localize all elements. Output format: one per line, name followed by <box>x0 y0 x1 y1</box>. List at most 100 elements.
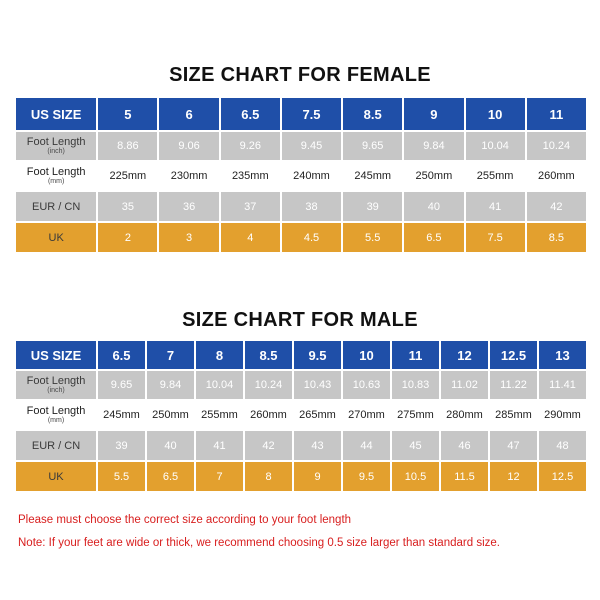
female-foot-mm-cell: 255mm <box>465 162 525 190</box>
male-us-cell: 6.5 <box>98 341 145 369</box>
male-uk-cell: 10.5 <box>392 462 439 491</box>
female-foot-inch-header: Foot Length (inch) <box>16 132 97 160</box>
male-foot-mm-cell: 280mm <box>441 401 488 429</box>
female-uk-cell: 3 <box>159 223 219 252</box>
female-us-cell: 8.5 <box>343 98 403 130</box>
female-eur-cell: 38 <box>281 192 342 221</box>
female-eur-row: EUR / CN 35 36 37 38 39 40 41 42 <box>16 192 586 221</box>
female-us-cell: 9 <box>404 98 464 130</box>
male-foot-mm-cell: 290mm <box>539 401 586 429</box>
male-uk-cell: 7 <box>196 462 243 491</box>
male-eur-header: EUR / CN <box>16 431 96 460</box>
male-foot-inch-row: Foot Length (inch) 9.65 9.84 10.04 10.24 10.… <box>16 371 586 399</box>
female-foot-mm-header: Foot Length (mm) <box>16 162 97 190</box>
male-foot-in-cell: 11.22 <box>490 371 537 399</box>
female-uk-cell: 4 <box>220 223 280 252</box>
female-foot-in-cell: 9.26 <box>220 132 280 160</box>
male-us-cell: 11 <box>392 341 439 369</box>
female-size-table: US SIZE 5 6 6.5 7.5 8.5 9 10 11 Foot Length (in… <box>14 96 588 254</box>
female-foot-in-cell: 9.84 <box>404 132 464 160</box>
female-foot-inch-label: Foot Length <box>26 136 86 148</box>
male-uk-cell: 12 <box>490 462 537 491</box>
male-foot-in-cell: 10.63 <box>343 371 390 399</box>
female-us-cell: 6.5 <box>220 98 280 130</box>
male-us-cell: 10 <box>343 341 390 369</box>
male-us-cell: 13 <box>539 341 586 369</box>
male-eur-cell: 45 <box>392 431 439 460</box>
male-uk-cell: 9 <box>294 462 341 491</box>
male-foot-mm-cell: 285mm <box>490 401 537 429</box>
female-foot-inch-row: Foot Length (inch) 8.86 9.06 9.26 9.45 9.65 9… <box>16 132 586 160</box>
male-eur-cell: 39 <box>98 431 145 460</box>
female-foot-mm-cell: 260mm <box>526 162 586 190</box>
female-foot-mm-cell: 225mm <box>98 162 158 190</box>
male-foot-in-cell: 9.65 <box>98 371 145 399</box>
female-foot-mm-cell: 250mm <box>404 162 464 190</box>
male-uk-cell: 8 <box>245 462 292 491</box>
male-foot-mm-cell: 260mm <box>245 401 292 429</box>
male-eur-row: EUR / CN 39 40 41 42 43 44 45 46 47 48 <box>16 431 586 460</box>
male-us-cell: 12 <box>441 341 488 369</box>
male-chart-title: SIZE CHART FOR MALE <box>182 309 418 331</box>
female-eur-cell: 42 <box>526 192 586 221</box>
female-chart-title: SIZE CHART FOR FEMALE <box>169 64 431 86</box>
male-foot-mm-label: Foot Length <box>26 405 86 417</box>
female-foot-in-cell: 9.45 <box>281 132 342 160</box>
male-us-cell: 12.5 <box>490 341 537 369</box>
female-foot-in-cell: 9.06 <box>159 132 219 160</box>
female-us-cell: 10 <box>465 98 525 130</box>
male-eur-cell: 44 <box>343 431 390 460</box>
male-eur-cell: 46 <box>441 431 488 460</box>
male-foot-in-cell: 10.04 <box>196 371 243 399</box>
female-uk-cell: 5.5 <box>343 223 403 252</box>
male-us-cell: 8.5 <box>245 341 292 369</box>
male-size-table: US SIZE 6.5 7 8 8.5 9.5 10 11 12 12.5 13 Foot Len… <box>14 339 588 493</box>
male-eur-cell: 42 <box>245 431 292 460</box>
female-us-cell: 11 <box>526 98 586 130</box>
male-foot-mm-cell: 265mm <box>294 401 341 429</box>
male-eur-cell: 47 <box>490 431 537 460</box>
female-uk-row: UK 2 3 4 4.5 5.5 6.5 7.5 8.5 <box>16 223 586 252</box>
male-foot-mm-cell: 245mm <box>98 401 145 429</box>
male-eur-cell: 43 <box>294 431 341 460</box>
female-uk-cell: 8.5 <box>526 223 586 252</box>
male-us-cell: 7 <box>147 341 194 369</box>
female-uk-header: UK <box>16 223 97 252</box>
female-uk-cell: 4.5 <box>281 223 342 252</box>
male-foot-inch-label: Foot Length <box>26 375 86 387</box>
male-foot-inch-unit: (inch) <box>47 387 65 394</box>
male-foot-mm-cell: 270mm <box>343 401 390 429</box>
male-foot-mm-cell: 250mm <box>147 401 194 429</box>
wide-feet-note: Note: If your feet are wide or thick, we… <box>18 537 500 549</box>
female-foot-inch-unit: (inch) <box>47 148 65 155</box>
male-foot-mm-cell: 255mm <box>196 401 243 429</box>
male-us-cell: 8 <box>196 341 243 369</box>
male-foot-in-cell: 11.41 <box>539 371 586 399</box>
male-foot-in-cell: 11.02 <box>441 371 488 399</box>
male-foot-mm-unit: (mm) <box>47 417 65 424</box>
male-foot-in-cell: 9.84 <box>147 371 194 399</box>
female-foot-mm-row: Foot Length (mm) 225mm 230mm 235mm 240mm 245… <box>16 162 586 190</box>
male-uk-cell: 5.5 <box>98 462 145 491</box>
male-foot-mm-header: Foot Length (mm) <box>16 401 96 429</box>
male-foot-in-cell: 10.43 <box>294 371 341 399</box>
female-eur-cell: 41 <box>465 192 525 221</box>
female-us-size-row: US SIZE 5 6 6.5 7.5 8.5 9 10 11 <box>16 98 586 130</box>
male-us-size-row: US SIZE 6.5 7 8 8.5 9.5 10 11 12 12.5 13 <box>16 341 586 369</box>
female-us-cell: 6 <box>159 98 219 130</box>
female-foot-in-cell: 10.04 <box>465 132 525 160</box>
female-eur-cell: 36 <box>159 192 219 221</box>
female-eur-cell: 40 <box>404 192 464 221</box>
female-eur-cell: 37 <box>220 192 280 221</box>
female-us-cell: 5 <box>98 98 158 130</box>
female-foot-mm-cell: 245mm <box>343 162 403 190</box>
female-eur-header: EUR / CN <box>16 192 97 221</box>
female-foot-mm-cell: 240mm <box>281 162 342 190</box>
female-uk-cell: 7.5 <box>465 223 525 252</box>
female-eur-cell: 39 <box>343 192 403 221</box>
male-uk-cell: 6.5 <box>147 462 194 491</box>
male-foot-in-cell: 10.83 <box>392 371 439 399</box>
male-eur-cell: 48 <box>539 431 586 460</box>
size-advice-note: Please must choose the correct size acco… <box>18 514 352 526</box>
male-uk-cell: 9.5 <box>343 462 390 491</box>
